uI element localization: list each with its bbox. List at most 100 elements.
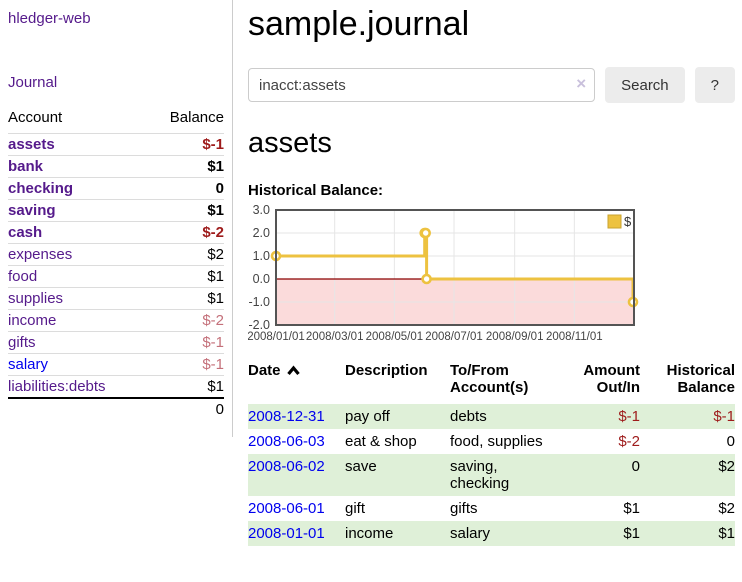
account-row-saving: saving $1 — [8, 199, 224, 222]
register-header-balance: Historical Balance — [640, 358, 735, 404]
accounts-header-line2: Account(s) — [450, 378, 529, 396]
register-row: 2008-06-03 eat & shop food, supplies $-2… — [248, 429, 735, 454]
account-heading: assets — [248, 127, 332, 160]
transaction-description: eat & shop — [345, 432, 417, 450]
transaction-balance: $2 — [640, 453, 735, 496]
account-balance: $1 — [207, 290, 224, 307]
account-link-gifts[interactable]: gifts — [8, 334, 36, 351]
account-row-checking: checking 0 — [8, 177, 224, 200]
balance-header-line2: Balance — [677, 378, 735, 396]
svg-text:2008/07/01: 2008/07/01 — [425, 331, 483, 343]
account-balance: $-2 — [202, 312, 224, 329]
svg-text:2.0: 2.0 — [253, 226, 270, 240]
register-header-date[interactable]: Date — [248, 358, 345, 404]
transaction-description: gift — [345, 499, 366, 517]
account-row-salary: salary $-1 — [8, 353, 224, 376]
account-link-cash[interactable]: cash — [8, 224, 43, 241]
accounts-table: Account Balance assets $-1 bank $1 check… — [8, 107, 224, 420]
transaction-accounts: food, supplies — [450, 432, 543, 450]
accounts-header-line1: To/From — [450, 361, 509, 379]
account-link-checking[interactable]: checking — [8, 180, 74, 197]
search-button[interactable]: Search — [605, 67, 685, 104]
account-balance: $-2 — [202, 224, 224, 241]
transaction-amount: $1 — [623, 499, 640, 517]
page-title: sample.journal — [248, 5, 470, 43]
register-table: Date Description To/From Account(s) Amou… — [248, 358, 735, 546]
transaction-balance: $-1 — [640, 403, 735, 429]
balance-header-line1: Historical — [666, 361, 735, 379]
svg-text:-2.0: -2.0 — [248, 318, 270, 332]
svg-text:0.0: 0.0 — [253, 272, 270, 286]
accounts-header-account: Account — [8, 109, 63, 126]
account-balance: $1 — [207, 378, 224, 395]
transaction-date-link[interactable]: 2008-06-01 — [248, 499, 325, 517]
date-header-label: Date — [248, 361, 281, 379]
transaction-date-link[interactable]: 2008-06-02 — [248, 457, 325, 475]
amount-header-line2: Out/In — [596, 378, 640, 396]
sidebar-item-journal[interactable]: Journal — [8, 74, 58, 91]
search-box: × — [248, 68, 596, 103]
account-link-income[interactable]: income — [8, 312, 57, 329]
transaction-date-link[interactable]: 2008-12-31 — [248, 407, 325, 425]
account-link-supplies[interactable]: supplies — [8, 290, 64, 307]
account-link-food[interactable]: food — [8, 268, 38, 285]
svg-text:2008/09/01: 2008/09/01 — [486, 331, 544, 343]
accounts-header-row: Account Balance — [8, 107, 224, 134]
register-header-description: Description — [345, 361, 428, 379]
transaction-description: pay off — [345, 403, 450, 429]
transaction-balance: 0 — [726, 432, 735, 450]
account-row-liabilities-debts: liabilities:debts $1 — [8, 375, 224, 399]
transaction-date-link[interactable]: 2008-06-03 — [248, 432, 325, 450]
account-balance: $1 — [207, 158, 224, 175]
account-row-expenses: expenses $2 — [8, 243, 224, 266]
account-balance: $2 — [207, 246, 224, 263]
transaction-balance: $2 — [718, 499, 735, 517]
account-link-bank[interactable]: bank — [8, 158, 44, 175]
transaction-amount: 0 — [554, 453, 640, 496]
register-row: 2008-06-01 gift gifts $1 $2 — [248, 496, 735, 521]
account-link-expenses[interactable]: expenses — [8, 246, 73, 263]
register-row: 2008-01-01 income salary $1 $1 — [248, 520, 735, 546]
account-balance: $-1 — [202, 136, 224, 153]
account-link-saving[interactable]: saving — [8, 202, 56, 219]
svg-text:3.0: 3.0 — [253, 204, 270, 217]
amount-header-line1: Amount — [583, 361, 640, 379]
account-balance: $-1 — [202, 356, 224, 373]
accounts-header-balance: Balance — [169, 109, 224, 126]
help-button[interactable]: ? — [694, 67, 735, 104]
svg-text:$: $ — [624, 214, 632, 229]
accounts-total-row: 0 — [8, 397, 224, 420]
svg-text:2008/11/01: 2008/11/01 — [546, 331, 603, 343]
account-row-supplies: supplies $1 — [8, 287, 224, 310]
main-content: sample.journal × Search ? assets Histori… — [247, 0, 735, 546]
account-row-cash: cash $-2 — [8, 221, 224, 244]
sort-ascending-icon — [286, 365, 300, 375]
search-input[interactable] — [248, 68, 596, 103]
register-row: 2008-06-02 save saving, checking 0 $2 — [248, 453, 735, 496]
transaction-description: save — [345, 453, 450, 496]
transaction-balance: $1 — [640, 520, 735, 546]
account-balance: $1 — [207, 202, 224, 219]
historical-balance-chart: 3.0 2.0 1.0 0.0 -1.0 -2.0 2008/01/01 2008/03/01… — [247, 203, 735, 346]
sidebar: hledger-web Journal Account Balance asse… — [0, 0, 233, 437]
account-row-assets: assets $-1 — [8, 133, 224, 156]
account-balance: $1 — [207, 268, 224, 285]
transaction-description: income — [345, 520, 450, 546]
account-link-assets[interactable]: assets — [8, 136, 55, 153]
clear-search-icon[interactable]: × — [576, 74, 587, 94]
register-header-row: Date Description To/From Account(s) Amou… — [248, 358, 735, 404]
svg-text:-1.0: -1.0 — [248, 295, 270, 309]
account-link-salary[interactable]: salary — [8, 356, 49, 373]
account-link-liabilities-debts[interactable]: liabilities:debts — [8, 378, 106, 395]
transaction-date-link[interactable]: 2008-01-01 — [248, 524, 325, 542]
svg-text:2008/03/01: 2008/03/01 — [306, 331, 364, 343]
account-row-income: income $-2 — [8, 309, 224, 332]
svg-text:2008/01/01: 2008/01/01 — [248, 331, 305, 343]
chart-title: Historical Balance: — [248, 181, 384, 199]
account-balance: $-1 — [202, 334, 224, 351]
app-title-link[interactable]: hledger-web — [8, 10, 91, 27]
account-row-gifts: gifts $-1 — [8, 331, 224, 354]
register-row: 2008-12-31 pay off debts $-1 $-1 — [248, 403, 735, 429]
transaction-accounts: salary — [450, 520, 554, 546]
svg-text:1.0: 1.0 — [253, 249, 270, 263]
